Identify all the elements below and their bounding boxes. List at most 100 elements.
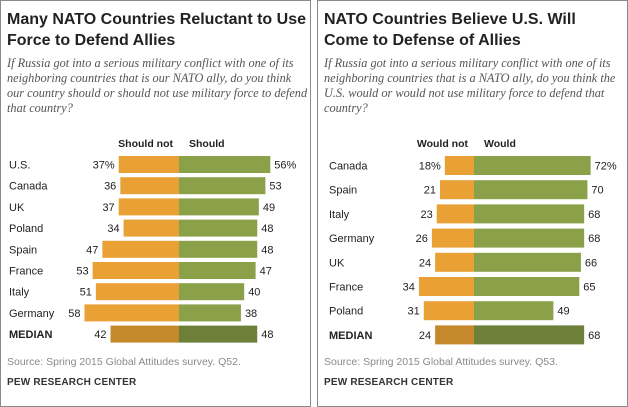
chart-title: NATO Countries Believe U.S. Will Come to…: [324, 11, 576, 49]
category-label: Canada: [9, 181, 48, 193]
category-label: Canada: [329, 161, 368, 173]
bar-should: [179, 177, 266, 195]
bar-would-not: [431, 228, 474, 248]
data-label: 49: [263, 202, 275, 214]
panel-right: NATO Countries Believe U.S. Will Come to…: [317, 0, 628, 407]
bar-would-not: [436, 204, 474, 224]
bar-would: [474, 204, 585, 224]
data-label: 49: [557, 306, 569, 318]
bar-would-not: [423, 301, 474, 321]
data-label: 26: [416, 233, 428, 245]
category-label: Poland: [329, 306, 363, 318]
legend-label: Should: [189, 138, 225, 150]
bar-should-not: [123, 219, 179, 237]
source-note: Source: Spring 2015 Global Attitudes sur…: [324, 356, 558, 368]
data-label: 48: [261, 244, 273, 256]
bar-should: [179, 304, 241, 322]
data-label: 68: [588, 330, 600, 342]
bar-should: [179, 283, 245, 301]
bar-should-not: [92, 262, 179, 279]
data-label: 37%: [93, 160, 115, 172]
data-label: 51: [80, 287, 92, 299]
data-label: 66: [585, 257, 597, 269]
category-label: Italy: [329, 209, 350, 221]
data-label: 56%: [274, 160, 296, 172]
data-label: 47: [260, 266, 272, 278]
data-label: 70: [591, 185, 603, 197]
data-label: 40: [248, 287, 260, 299]
category-label: UK: [329, 257, 345, 269]
data-label: 18%: [419, 161, 441, 173]
data-label: 58: [68, 308, 80, 320]
bar-would: [474, 156, 591, 175]
bar-would: [474, 301, 554, 321]
bar-would-not: [418, 277, 474, 296]
category-label: MEDIAN: [9, 329, 52, 341]
data-label: 31: [408, 306, 420, 318]
bar-would-not: [439, 180, 474, 200]
data-label: 48: [261, 223, 273, 235]
data-label: 65: [583, 282, 595, 294]
category-label: France: [9, 266, 43, 278]
data-label: 34: [403, 282, 415, 294]
bar-would-not: [435, 252, 474, 272]
bar-should-not: [118, 156, 179, 173]
data-label: 68: [588, 209, 600, 221]
data-label: 53: [269, 181, 281, 193]
data-label: 34: [107, 223, 119, 235]
data-label: 48: [261, 329, 273, 341]
data-label: 21: [424, 185, 436, 197]
category-label: Spain: [329, 185, 357, 197]
data-label: 47: [86, 244, 98, 256]
org-credit: PEW RESEARCH CENTER: [324, 377, 454, 388]
category-label: U.S.: [9, 160, 30, 172]
data-label: 23: [420, 209, 432, 221]
bar-should-not: [118, 198, 179, 216]
category-label: France: [329, 282, 363, 294]
category-label: Germany: [329, 233, 375, 245]
bar-would: [474, 325, 585, 345]
category-label: Poland: [9, 223, 43, 235]
category-label: Italy: [9, 287, 30, 299]
chart-subtitle: If Russia got into a serious military co…: [324, 56, 616, 115]
org-credit: PEW RESEARCH CENTER: [7, 377, 137, 388]
bar-should: [179, 156, 271, 173]
category-label: Germany: [9, 308, 55, 320]
legend-label: Would not: [417, 138, 469, 150]
chart-left: Should not Should U.S. 37% 56% Canada 36 53 UK 37…: [9, 138, 297, 343]
bar-would: [474, 180, 588, 200]
legend-label: Should not: [118, 138, 173, 150]
data-label: 53: [76, 266, 88, 278]
bar-would-not: [435, 325, 474, 345]
data-label: 24: [419, 257, 431, 269]
legend-label: Would: [484, 138, 516, 150]
chart-title: Many NATO Countries Reluctant to Use For…: [7, 11, 306, 49]
bar-should: [179, 240, 258, 258]
data-label: 38: [245, 308, 257, 320]
bar-would-not: [444, 156, 474, 175]
bar-should: [179, 262, 256, 279]
bar-should: [179, 198, 259, 216]
bar-should-not: [84, 304, 179, 322]
category-label: MEDIAN: [329, 330, 372, 342]
data-label: 24: [419, 330, 431, 342]
data-label: 42: [94, 329, 106, 341]
bar-would: [474, 252, 581, 272]
panel-left: Many NATO Countries Reluctant to Use For…: [0, 0, 311, 407]
bar-should-not: [110, 325, 179, 343]
data-label: 72%: [595, 161, 617, 173]
bar-should-not: [120, 177, 179, 195]
bar-should-not: [102, 240, 179, 258]
bar-would: [474, 228, 585, 248]
category-label: UK: [9, 202, 25, 214]
data-label: 37: [102, 202, 114, 214]
bar-would: [474, 277, 580, 296]
bar-should-not: [95, 283, 179, 301]
data-label: 68: [588, 233, 600, 245]
data-label: 36: [104, 181, 116, 193]
category-label: Spain: [9, 244, 37, 256]
bar-should: [179, 325, 258, 343]
chart-subtitle: If Russia got into a serious military co…: [7, 56, 308, 115]
source-note: Source: Spring 2015 Global Attitudes sur…: [7, 356, 241, 368]
chart-right: Would not Would Canada 18% 72% Spain 21 70 Italy…: [329, 138, 617, 345]
